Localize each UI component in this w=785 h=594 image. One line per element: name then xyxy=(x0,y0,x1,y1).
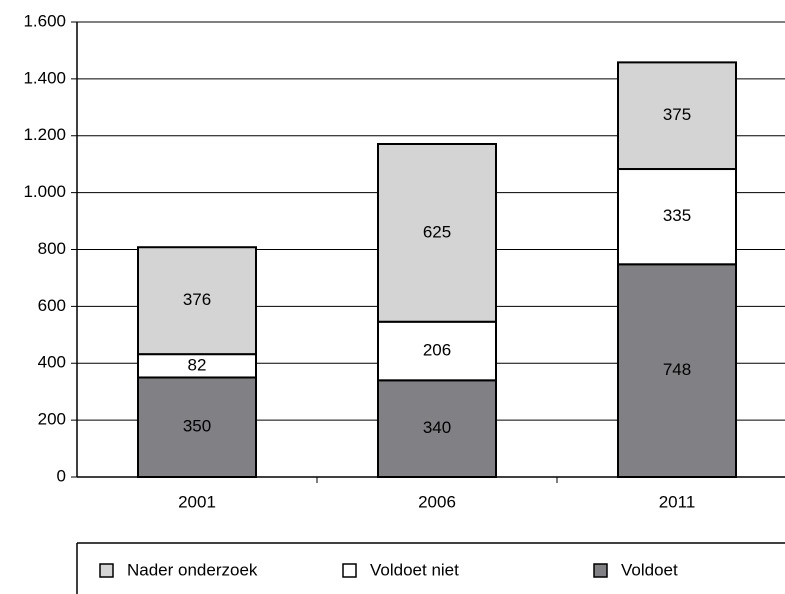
y-tick-label: 600 xyxy=(38,296,66,315)
y-tick-label: 400 xyxy=(38,353,66,372)
value-label: 376 xyxy=(183,290,211,309)
y-tick-label: 200 xyxy=(38,410,66,429)
legend-swatch xyxy=(342,563,357,578)
y-tick-label: 1.200 xyxy=(23,125,66,144)
bar-segment xyxy=(137,376,257,478)
y-tick-label: 1.600 xyxy=(23,11,66,30)
legend-label: Voldoet niet xyxy=(370,560,459,579)
value-label: 206 xyxy=(423,341,451,360)
bar-segment xyxy=(617,61,737,171)
value-label: 335 xyxy=(663,206,691,225)
legend-swatch xyxy=(99,563,114,578)
value-label: 340 xyxy=(423,418,451,437)
bar-segment xyxy=(377,142,497,323)
value-label: 748 xyxy=(663,360,691,379)
bar-segment xyxy=(137,246,257,356)
legend-label: Voldoet xyxy=(621,560,678,579)
y-tick-label: 1.000 xyxy=(23,182,66,201)
value-label: 375 xyxy=(663,105,691,124)
value-label: 350 xyxy=(183,417,211,436)
bar-segment xyxy=(617,263,737,478)
x-tick-label: 2001 xyxy=(178,492,216,511)
y-tick-label: 800 xyxy=(38,239,66,258)
y-tick-label: 0 xyxy=(57,466,66,485)
y-tick-label: 1.400 xyxy=(23,68,66,87)
bar-segment xyxy=(617,168,737,266)
x-tick-label: 2011 xyxy=(659,492,696,511)
value-label: 625 xyxy=(423,222,451,241)
value-label: 82 xyxy=(188,355,207,374)
legend-swatch xyxy=(593,563,608,578)
x-tick-label: 2006 xyxy=(418,492,456,511)
legend-label: Nader onderzoek xyxy=(127,560,258,579)
